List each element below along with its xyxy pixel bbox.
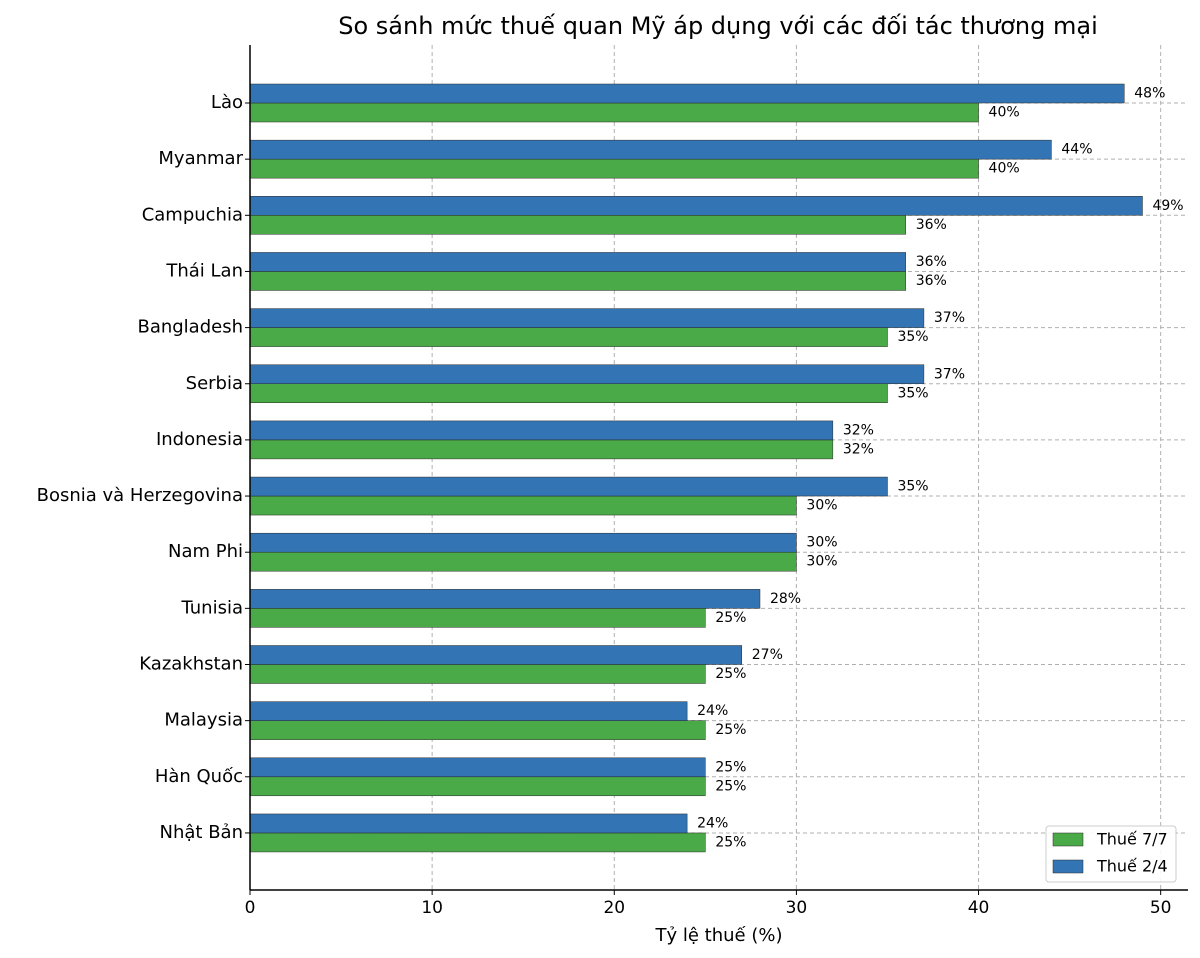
x-axis-label: Tỷ lệ thuế (%) (655, 925, 783, 946)
value-label: 44% (1061, 142, 1092, 158)
y-tick-label: Hàn Quốc (155, 766, 243, 787)
value-label: 25% (715, 722, 746, 738)
value-label: 40% (989, 161, 1020, 177)
y-tick-label: Bosnia và Herzegovina (37, 485, 243, 506)
y-tick-label: Lào (211, 92, 243, 113)
x-tick-label: 10 (421, 898, 443, 918)
bar (249, 720, 706, 740)
value-label: 30% (806, 554, 837, 570)
bar (249, 832, 706, 853)
legend-label: Thuế 2/4 (1096, 857, 1168, 876)
bar (249, 139, 1052, 160)
bar (249, 757, 706, 778)
bar (249, 664, 706, 684)
value-label: 25% (715, 759, 746, 775)
y-tick-label: Tunisia (181, 597, 244, 618)
value-label: 40% (989, 105, 1020, 121)
bar (249, 158, 979, 179)
bar (249, 701, 688, 721)
y-tick-label: Indonesia (156, 429, 243, 450)
bar (249, 551, 797, 572)
legend-swatch (1052, 832, 1084, 847)
value-label: 25% (715, 834, 746, 850)
bar (249, 495, 797, 516)
value-label: 32% (843, 441, 874, 457)
bar (249, 532, 797, 553)
legend-label: Thuế 7/7 (1096, 830, 1168, 849)
bar (249, 645, 743, 665)
value-label: 35% (897, 479, 928, 495)
bar (249, 608, 706, 628)
y-tick-label: Campuchia (142, 204, 243, 225)
value-label: 25% (715, 666, 746, 682)
bar (249, 383, 888, 403)
y-tick-label: Kazakhstan (139, 654, 243, 675)
value-label: 36% (916, 217, 947, 233)
chart-title: So sánh mức thuế quan Mỹ áp dụng với các… (338, 12, 1097, 40)
value-label: 32% (843, 422, 874, 438)
value-label: 25% (715, 610, 746, 626)
y-tick-label: Bangladesh (137, 317, 243, 338)
bar (249, 215, 906, 235)
value-label: 30% (806, 535, 837, 551)
bar (249, 813, 688, 834)
bar (249, 102, 979, 123)
y-tick-label: Malaysia (164, 710, 243, 731)
value-label: 35% (897, 329, 928, 345)
value-label: 35% (897, 385, 928, 401)
x-tick-label: 20 (603, 898, 625, 918)
bar (249, 308, 925, 328)
y-tick-label: Serbia (186, 373, 243, 394)
x-tick-label: 0 (245, 898, 256, 918)
bar (249, 476, 888, 497)
value-label: 49% (1152, 198, 1183, 214)
y-tick-label: Thái Lan (165, 260, 243, 281)
bar (249, 364, 925, 384)
y-tick-label: Nhật Bản (160, 822, 243, 843)
value-label: 28% (770, 591, 801, 607)
x-tick-label: 50 (1150, 898, 1172, 918)
value-label: 25% (715, 778, 746, 794)
legend-swatch (1052, 859, 1084, 874)
x-tick-label: 30 (786, 898, 808, 918)
value-label: 37% (934, 310, 965, 326)
bar (249, 420, 834, 441)
value-label: 24% (697, 703, 728, 719)
bar (249, 589, 761, 609)
bar (249, 327, 888, 347)
value-label: 24% (697, 815, 728, 831)
value-label: 30% (806, 498, 837, 514)
value-label: 37% (934, 366, 965, 382)
bar (249, 196, 1143, 216)
value-label: 36% (916, 273, 947, 289)
bar (249, 83, 1125, 104)
x-tick-label: 40 (968, 898, 990, 918)
bar (249, 776, 706, 797)
y-tick-label: Nam Phi (168, 541, 243, 562)
value-label: 48% (1134, 86, 1165, 102)
bar (249, 271, 906, 291)
bar (249, 252, 906, 272)
value-label: 36% (916, 254, 947, 270)
y-tick-label: Myanmar (158, 148, 243, 169)
value-label: 27% (752, 647, 783, 663)
bar (249, 439, 834, 460)
